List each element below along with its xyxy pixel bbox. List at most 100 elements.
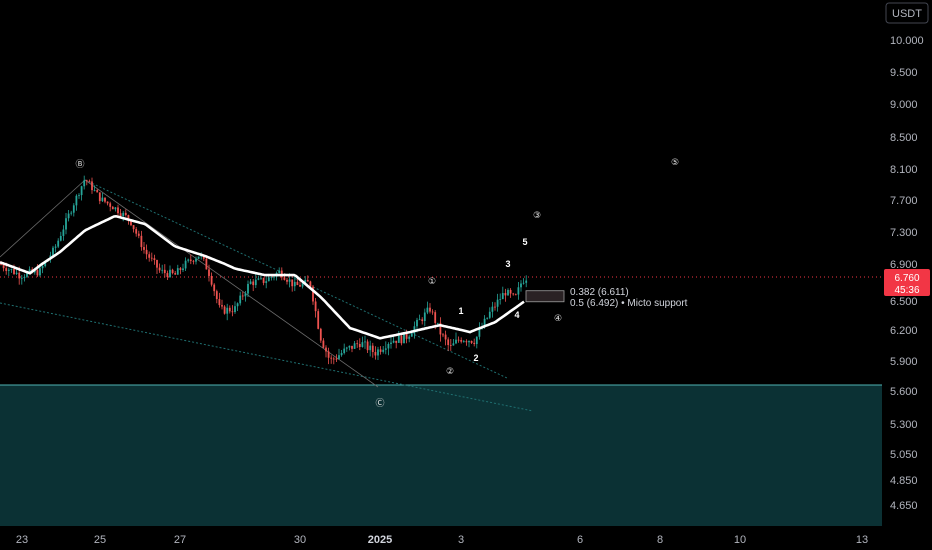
candle-up (83, 180, 86, 187)
candle-down (439, 322, 442, 335)
time-tick-label: 30 (294, 534, 306, 546)
candle-down (470, 340, 473, 343)
candle-down (460, 339, 463, 342)
candle-down (174, 273, 177, 275)
candle-down (88, 180, 91, 182)
candle-down (509, 289, 512, 294)
candle-up (525, 280, 528, 283)
price-tick-label: 8.500 (890, 132, 918, 144)
candle-up (436, 322, 439, 324)
candle-up (478, 328, 481, 337)
candle-down (117, 207, 119, 214)
candle-up (52, 247, 54, 256)
candle-down (327, 351, 330, 358)
candle-down (5, 268, 8, 271)
moving-average-line (0, 214, 525, 340)
candle-up (114, 207, 117, 210)
candle-up (369, 345, 372, 351)
candle-down (374, 352, 377, 356)
candle-down (192, 260, 195, 262)
candle-down (252, 281, 255, 286)
candle-up (486, 317, 489, 319)
candle-up (468, 340, 470, 343)
candle-up (59, 235, 62, 241)
candle-up (293, 281, 296, 287)
wave-label-1: 1 (458, 306, 463, 316)
wave-label-3: 3 (505, 259, 510, 269)
candle-up (239, 295, 242, 304)
candle-up (44, 261, 47, 267)
candle-down (210, 275, 213, 285)
candle-up (345, 347, 348, 349)
candle-up (122, 212, 125, 217)
candle-down (18, 272, 21, 279)
candle-down (158, 267, 161, 271)
candle-down (434, 312, 437, 323)
candle-up (452, 343, 455, 346)
candle-up (7, 269, 10, 271)
candle-up (278, 270, 281, 273)
candle-up (28, 269, 31, 273)
candle-down (325, 347, 327, 352)
candle-down (213, 284, 216, 292)
candle-up (80, 186, 83, 196)
candle-up (273, 276, 275, 278)
candle-up (403, 333, 405, 344)
candle-down (2, 264, 5, 269)
wave-label-5: 5 (522, 237, 527, 247)
candle-up (397, 335, 400, 343)
candle-down (299, 285, 301, 287)
wave-label-4: 4 (514, 310, 519, 320)
candle-down (150, 257, 153, 259)
currency-button-frame (885, 2, 929, 24)
candle-down (429, 307, 431, 312)
candle-down (143, 247, 145, 250)
candle-up (382, 349, 385, 352)
candle-down (215, 291, 218, 300)
candle-up (33, 270, 36, 273)
candle-up (101, 197, 104, 202)
candle-up (70, 212, 73, 214)
candle-up (260, 277, 262, 279)
candle-down (447, 339, 450, 346)
candle-up (176, 268, 179, 275)
candle-down (140, 235, 143, 248)
candle-up (226, 307, 229, 314)
fib-retracement[interactable]: 0.382 (6.611) 0.5 (6.492) • Micto suppor… (525, 287, 688, 309)
candle-down (356, 343, 359, 345)
candle-down (119, 213, 122, 217)
candle-down (494, 306, 496, 308)
last-price-badge-bg (884, 269, 930, 296)
candle-down (335, 358, 338, 360)
time-axis[interactable]: 23 25 27 30 2025 3 6 8 10 13 (16, 534, 868, 546)
price-tick-label: 9.500 (890, 67, 918, 79)
candle-up (517, 287, 520, 295)
candle-up (455, 339, 457, 344)
candle-up (169, 269, 171, 277)
candle-up (187, 259, 190, 261)
candle-down (444, 334, 447, 340)
candle-up (501, 293, 504, 300)
candle-down (111, 206, 114, 210)
candle-up (392, 340, 395, 343)
candle-up (78, 195, 80, 196)
candle-up (65, 218, 67, 230)
candle-down (291, 279, 294, 287)
candle-up (364, 341, 366, 343)
candle-up (270, 277, 273, 278)
candle-down (98, 192, 101, 202)
candle-down (449, 345, 452, 346)
candle-up (72, 205, 75, 213)
candle-down (145, 249, 148, 255)
price-tick-label: 5.050 (890, 449, 918, 461)
candle-countdown: 45:36 (894, 285, 919, 296)
candle-down (104, 197, 106, 202)
wave-labels: Ⓑ Ⓒ ① ② ③ ④ ⑤ 1 2 3 4 5 (75, 158, 679, 409)
wave-label-3-circle: ③ (533, 211, 541, 221)
candle-up (410, 333, 413, 337)
currency-button[interactable]: USDT (885, 2, 929, 24)
candle-up (23, 276, 26, 278)
last-price-badge: 6.760 45:36 (884, 269, 930, 296)
candle-up (507, 289, 509, 296)
